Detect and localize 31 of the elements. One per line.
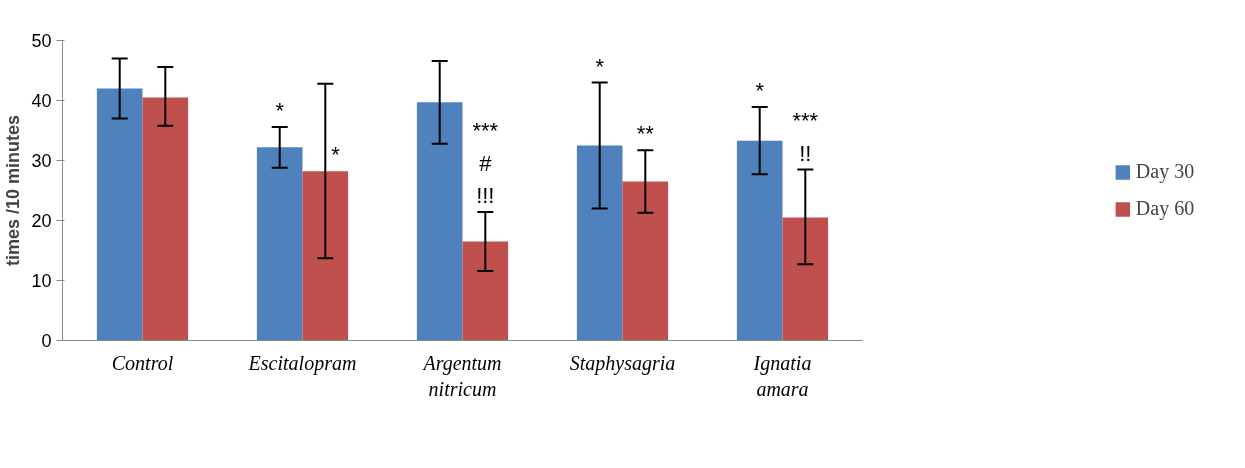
y-tick-label: 50 <box>31 31 52 51</box>
bar <box>142 97 189 341</box>
bar <box>256 147 303 341</box>
bar <box>302 171 349 341</box>
x-tick-label: Ignatia amara <box>752 351 812 400</box>
legend-label: Day 30 <box>1135 160 1195 183</box>
y-axis-title: times /10 minutes <box>3 114 24 267</box>
legend-label: Day 60 <box>1135 197 1195 220</box>
y-tick-label: 10 <box>31 271 52 291</box>
data-label: * <box>275 97 285 123</box>
bar <box>416 102 463 341</box>
bar <box>576 145 623 341</box>
y-tick-label: 20 <box>31 211 52 231</box>
y-tick-label: 0 <box>41 331 52 351</box>
bar <box>96 88 143 341</box>
bar <box>782 217 829 341</box>
data-label: * <box>755 78 765 104</box>
data-label: ** <box>636 121 655 147</box>
data-label: * <box>331 142 341 168</box>
bar <box>622 181 669 341</box>
x-tick-label: Argentum nitricum <box>421 351 502 400</box>
data-label: *** # !!! <box>472 118 499 209</box>
bar <box>462 241 509 341</box>
data-label: * <box>595 53 605 79</box>
data-label: *** !! <box>792 108 819 166</box>
bar <box>736 140 783 341</box>
y-tick-label: 30 <box>31 151 52 171</box>
x-tick-label: Escitalopram <box>247 351 357 375</box>
y-tick-label: 40 <box>31 91 52 111</box>
x-tick-label: Staphysagria <box>569 351 676 375</box>
x-tick-label: Control <box>111 351 174 374</box>
